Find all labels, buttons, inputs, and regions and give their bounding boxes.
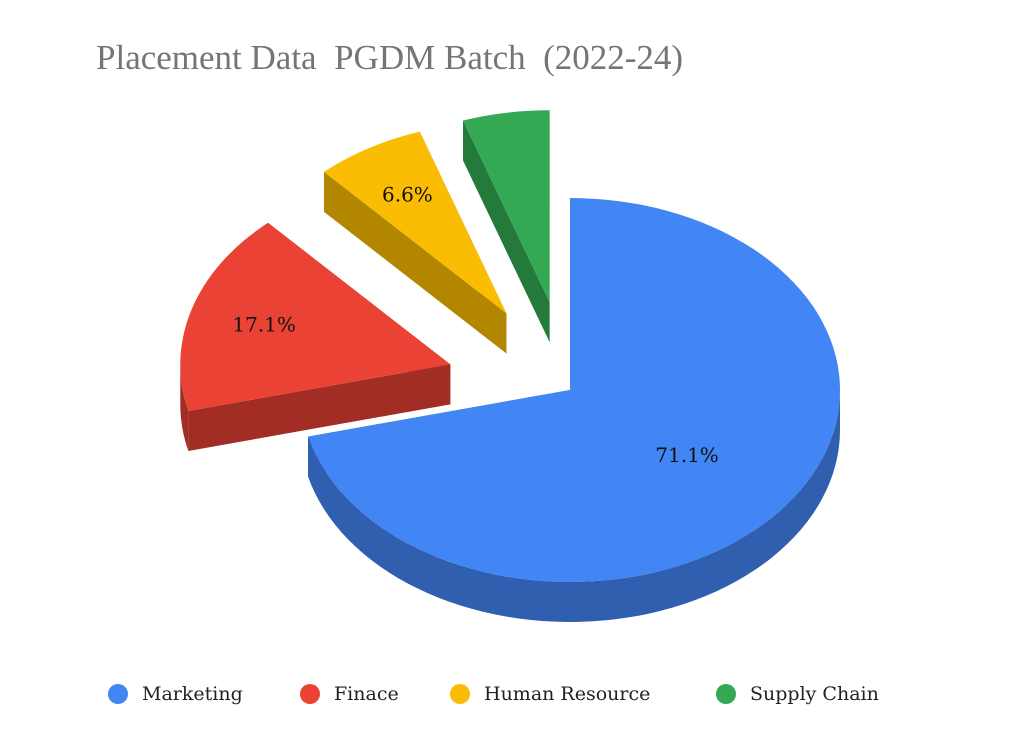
legend-label-supply-chain: Supply Chain <box>750 683 879 705</box>
legend-swatch-supply-chain <box>716 684 736 704</box>
legend-label-marketing: Marketing <box>142 683 243 705</box>
legend-item-finace[interactable]: Finace <box>300 676 399 712</box>
legend-swatch-finace <box>300 684 320 704</box>
slice-cut-side-human-resource-0 <box>324 171 507 354</box>
legend-label-finace: Finace <box>334 683 399 705</box>
slice-finace[interactable] <box>180 222 451 411</box>
legend: Marketing Finace Human Resource Supply C… <box>0 676 1024 712</box>
data-label-human-resource: 6.6% <box>382 183 433 207</box>
slice-marketing[interactable] <box>308 198 841 583</box>
legend-item-supply-chain[interactable]: Supply Chain <box>716 676 879 712</box>
pie-chart: 71.1% 17.1% 6.6% <box>180 110 841 622</box>
legend-swatch-human-resource <box>450 684 470 704</box>
slice-cut-side-finace-0 <box>188 364 451 451</box>
legend-swatch-marketing <box>108 684 128 704</box>
slice-outer-side-finace <box>180 364 189 451</box>
slice-supply-chain[interactable] <box>463 110 550 303</box>
legend-item-marketing[interactable]: Marketing <box>108 676 243 712</box>
legend-label-human-resource: Human Resource <box>484 683 651 705</box>
data-label-finace: 17.1% <box>232 313 296 337</box>
chart-title: Placement Data PGDM Batch (2022-24) <box>96 38 684 77</box>
slice-outer-side-marketing <box>308 390 841 622</box>
legend-item-human-resource[interactable]: Human Resource <box>450 676 650 712</box>
data-label-marketing: 71.1% <box>655 443 719 467</box>
slice-human-resource[interactable] <box>324 131 507 314</box>
slice-cut-side-supply-chain-0 <box>463 120 550 343</box>
